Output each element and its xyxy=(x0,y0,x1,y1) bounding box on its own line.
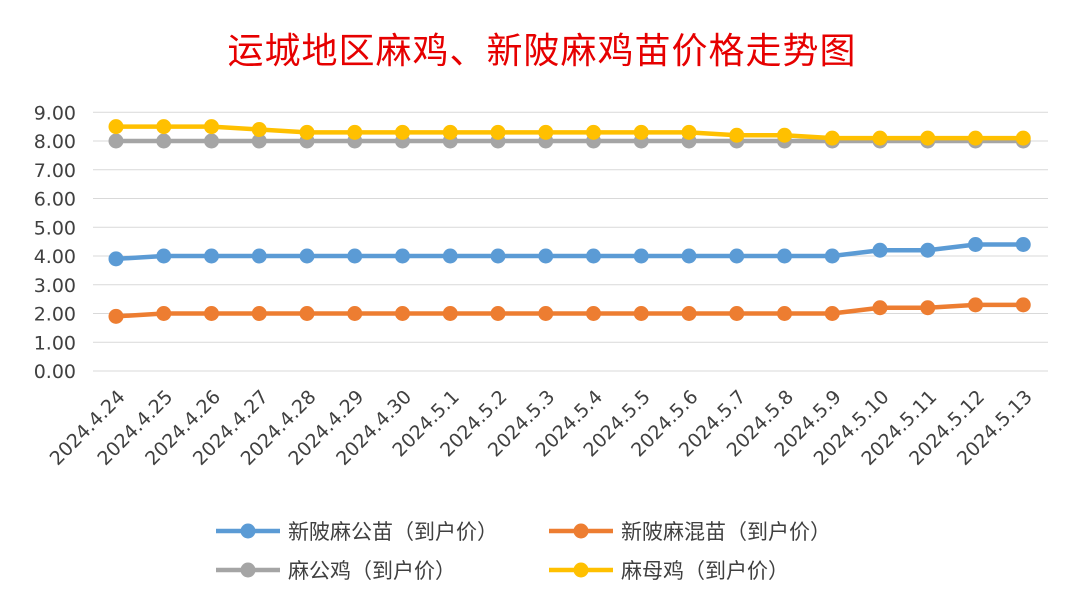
data-point xyxy=(968,297,983,313)
x-axis-ticks: 2024.4.242024.4.252024.4.262024.4.272024… xyxy=(46,386,1037,470)
data-point xyxy=(538,306,554,321)
data-point xyxy=(347,124,363,140)
data-point xyxy=(204,306,219,321)
y-tick-label: 2.00 xyxy=(34,304,76,326)
data-point xyxy=(299,248,315,264)
data-point xyxy=(824,306,840,321)
legend-swatch-marker xyxy=(240,523,256,539)
series-line xyxy=(116,124,1024,141)
data-point xyxy=(251,122,267,137)
data-point xyxy=(538,124,554,140)
data-point xyxy=(204,248,219,264)
data-point xyxy=(1015,130,1031,146)
y-tick-label: 5.00 xyxy=(34,217,76,239)
data-point xyxy=(347,306,363,321)
data-point xyxy=(729,127,745,143)
data-point xyxy=(824,130,840,146)
data-point xyxy=(729,248,745,264)
data-point xyxy=(1015,297,1031,313)
data-point xyxy=(872,242,888,258)
grid-layer xyxy=(93,111,1048,372)
legend-swatch-marker xyxy=(573,562,589,578)
y-tick-label: 8.00 xyxy=(34,131,76,153)
data-point xyxy=(824,248,840,264)
data-point xyxy=(872,130,888,146)
data-point xyxy=(108,251,124,267)
data-point xyxy=(968,237,983,252)
data-point xyxy=(299,306,315,321)
y-tick-label: 6.00 xyxy=(34,189,76,211)
data-point xyxy=(156,248,172,264)
data-point xyxy=(681,248,697,264)
series-line xyxy=(115,242,1024,262)
data-point xyxy=(968,130,983,146)
data-point xyxy=(251,306,267,321)
data-point xyxy=(777,248,792,264)
data-point xyxy=(490,306,506,321)
y-tick-label: 3.00 xyxy=(34,275,76,297)
data-point xyxy=(204,133,219,149)
data-point xyxy=(777,306,792,321)
data-point xyxy=(586,124,601,140)
data-point xyxy=(920,130,936,146)
data-point xyxy=(633,306,649,321)
data-point xyxy=(299,124,315,140)
data-point xyxy=(156,306,172,321)
legend-swatch-marker xyxy=(573,523,589,539)
legend-swatch-marker xyxy=(240,562,256,578)
data-point xyxy=(156,133,172,149)
data-point xyxy=(395,248,410,264)
data-point xyxy=(490,124,506,140)
data-point xyxy=(920,242,936,258)
data-point xyxy=(681,306,697,321)
data-point xyxy=(442,124,458,140)
data-point xyxy=(490,248,506,264)
data-point xyxy=(251,133,267,149)
data-point xyxy=(347,248,363,264)
y-tick-label: 7.00 xyxy=(34,160,76,182)
legend-label: 新陂麻混苗（到户价） xyxy=(621,520,831,544)
y-tick-label: 9.00 xyxy=(34,102,76,124)
data-point xyxy=(204,119,219,135)
data-point xyxy=(729,306,745,321)
data-point xyxy=(586,248,601,264)
data-point xyxy=(872,300,888,316)
series-line xyxy=(115,302,1024,319)
data-point xyxy=(586,306,601,321)
y-tick-label: 0.00 xyxy=(34,361,76,383)
data-point xyxy=(156,119,172,135)
data-point xyxy=(108,308,124,324)
series-layer xyxy=(108,119,1031,324)
data-point xyxy=(633,124,649,140)
data-point xyxy=(442,248,458,264)
data-point xyxy=(538,248,554,264)
data-point xyxy=(395,306,410,321)
legend: 新陂麻公苗（到户价） 新陂麻混苗（到户价） 麻公鸡（到户价） 麻母鸡（到户价） xyxy=(216,520,831,583)
data-point xyxy=(251,248,267,264)
legend-label: 麻母鸡（到户价） xyxy=(621,559,789,583)
y-axis-ticks: 0.00 1.00 2.00 3.00 4.00 5.00 6.00 7.00 8.00 9.00 xyxy=(34,102,76,383)
data-point xyxy=(633,248,649,264)
y-tick-label: 1.00 xyxy=(34,332,76,354)
data-point xyxy=(442,306,458,321)
data-point xyxy=(681,124,697,140)
legend-label: 新陂麻公苗（到户价） xyxy=(288,520,498,544)
data-point xyxy=(920,300,936,316)
chart-title: 运城地区麻鸡、新陂麻鸡苗价格走势图 xyxy=(227,31,857,72)
y-tick-label: 4.00 xyxy=(34,246,76,268)
data-point xyxy=(108,119,124,135)
data-point xyxy=(777,127,792,143)
data-point xyxy=(1015,237,1031,252)
data-point xyxy=(395,124,410,140)
data-point xyxy=(108,133,124,149)
legend-label: 麻公鸡（到户价） xyxy=(288,559,456,583)
